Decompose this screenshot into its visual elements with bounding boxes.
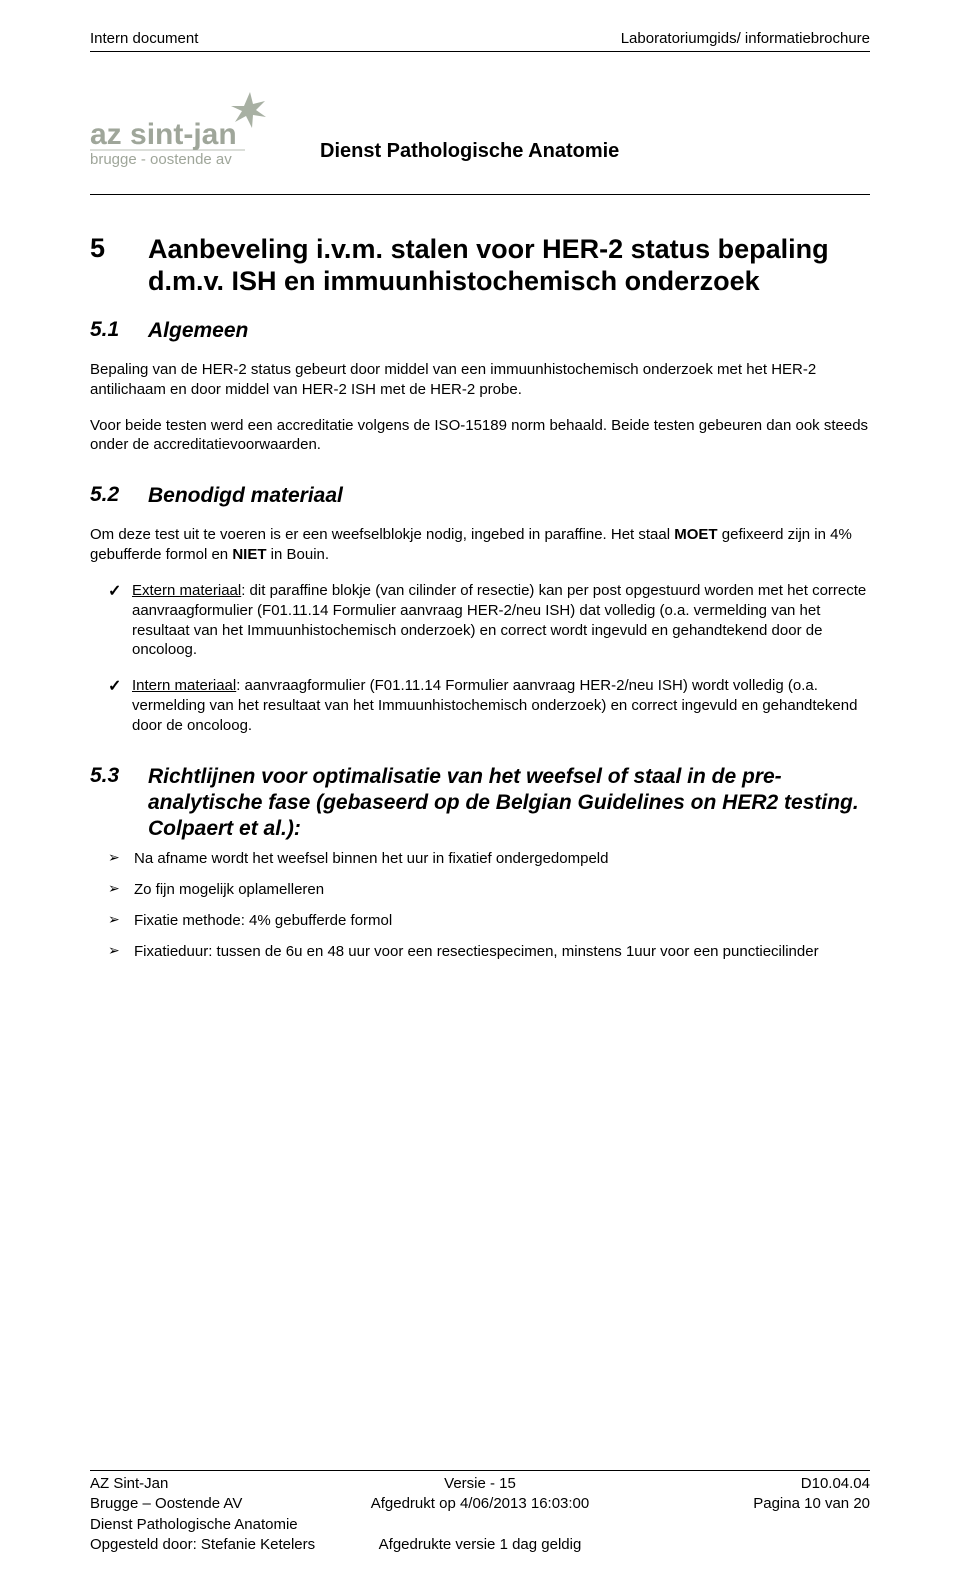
footer-r3l: Dienst Pathologische Anatomie — [90, 1515, 347, 1535]
section-5-2-num: 5.2 — [90, 483, 148, 509]
check-item-intern: Intern materiaal: aanvraagformulier (F01… — [112, 676, 870, 735]
footer-r3r — [613, 1515, 870, 1535]
p1-niet: NIET — [232, 546, 266, 563]
check-item-extern: Extern materiaal: dit paraffine blokje (… — [112, 581, 870, 660]
page-content: Intern document Laboratoriumgids/ inform… — [0, 0, 960, 962]
arrow-item-1: Na afname wordt het weefsel binnen het u… — [112, 848, 870, 869]
header-rule — [90, 51, 870, 52]
intern-text: : aanvraagformulier (F01.11.14 Formulier… — [132, 677, 857, 734]
section-5-1-num: 5.1 — [90, 318, 148, 344]
section-5-3-heading: 5.3 Richtlijnen voor optimalisatie van h… — [90, 764, 870, 843]
footer-r3c — [347, 1515, 612, 1535]
section-5-2-p1: Om deze test uit te voeren is er een wee… — [90, 525, 870, 565]
footer-row-4: Opgesteld door: Stefanie Ketelers Afgedr… — [90, 1535, 870, 1555]
footer-r4r — [613, 1535, 870, 1555]
footer-r1r: D10.04.04 — [613, 1474, 870, 1494]
header-rule-bottom — [90, 194, 870, 195]
section-5-1-p1: Bepaling van de HER-2 status gebeurt doo… — [90, 360, 870, 400]
footer-r1c: Versie - 15 — [347, 1474, 612, 1494]
section-5-2-title: Benodigd materiaal — [148, 483, 343, 509]
p1-part-c: in Bouin. — [267, 546, 330, 563]
arrow-item-2: Zo fijn mogelijk oplamelleren — [112, 879, 870, 900]
logo-svg: az sint-jan brugge - oostende av — [90, 82, 290, 177]
arrow-item-4: Fixatieduur: tussen de 6u en 48 uur voor… — [112, 941, 870, 962]
p1-moet: MOET — [674, 526, 717, 543]
page-footer: AZ Sint-Jan Versie - 15 D10.04.04 Brugge… — [90, 1470, 870, 1555]
footer-r1l: AZ Sint-Jan — [90, 1474, 347, 1494]
footer-row-1: AZ Sint-Jan Versie - 15 D10.04.04 — [90, 1474, 870, 1494]
section-5-3-title: Richtlijnen voor optimalisatie van het w… — [148, 764, 870, 843]
footer-rule — [90, 1470, 870, 1471]
footer-r2c: Afgedrukt op 4/06/2013 16:03:00 — [347, 1494, 612, 1514]
section-5-2-heading: 5.2 Benodigd materiaal — [90, 483, 870, 509]
section-5-1-heading: 5.1 Algemeen — [90, 318, 870, 344]
section-5-heading: 5 Aanbeveling i.v.m. stalen voor HER-2 s… — [90, 233, 870, 298]
footer-r2l: Brugge – Oostende AV — [90, 1494, 347, 1514]
check-list: Extern materiaal: dit paraffine blokje (… — [90, 581, 870, 736]
footer-r4l: Opgesteld door: Stefanie Ketelers — [90, 1535, 347, 1555]
arrow-item-3: Fixatie methode: 4% gebufferde formol — [112, 910, 870, 931]
extern-label: Extern materiaal — [132, 582, 241, 599]
arrow-list: Na afname wordt het weefsel binnen het u… — [90, 848, 870, 962]
footer-r2r: Pagina 10 van 20 — [613, 1494, 870, 1514]
header-right: Laboratoriumgids/ informatiebrochure — [621, 30, 870, 47]
intern-label: Intern materiaal — [132, 677, 236, 694]
header-left: Intern document — [90, 30, 198, 47]
section-5-title: Aanbeveling i.v.m. stalen voor HER-2 sta… — [148, 233, 870, 298]
section-5-1-title: Algemeen — [148, 318, 248, 344]
logo-text-2: brugge - oostende av — [90, 151, 232, 168]
hospital-logo: az sint-jan brugge - oostende av — [90, 82, 290, 182]
extern-text: : dit paraffine blokje (van cilinder of … — [132, 582, 866, 658]
section-5-num: 5 — [90, 233, 148, 298]
department-title: Dienst Pathologische Anatomie — [320, 140, 619, 163]
section-5-1-p2: Voor beide testen werd een accreditatie … — [90, 416, 870, 456]
section-5-3-num: 5.3 — [90, 764, 148, 843]
logo-row: az sint-jan brugge - oostende av Dienst … — [90, 82, 870, 182]
p1-part-a: Om deze test uit te voeren is er een wee… — [90, 526, 674, 543]
page-header: Intern document Laboratoriumgids/ inform… — [90, 30, 870, 47]
footer-row-3: Dienst Pathologische Anatomie — [90, 1515, 870, 1535]
footer-row-2: Brugge – Oostende AV Afgedrukt op 4/06/2… — [90, 1494, 870, 1514]
footer-r4c: Afgedrukte versie 1 dag geldig — [347, 1535, 612, 1555]
logo-text-1: az sint-jan — [90, 118, 237, 151]
